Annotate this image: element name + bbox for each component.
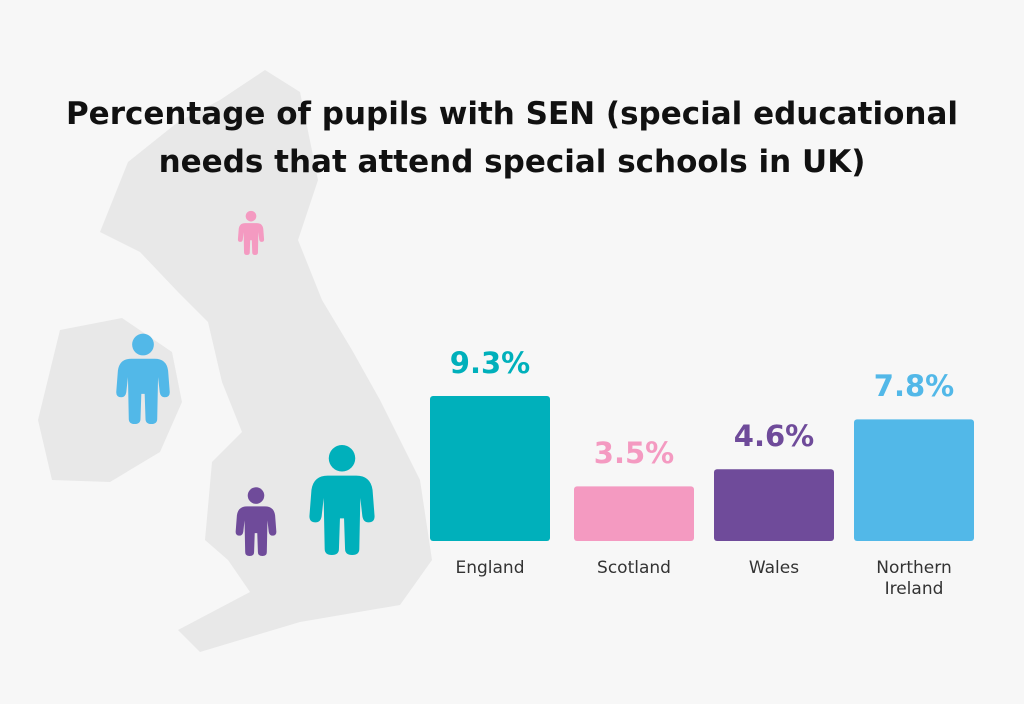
map-ireland [38, 318, 182, 482]
chart-title: Percentage of pupils with SEN (special e… [65, 96, 959, 180]
bar [574, 486, 694, 541]
category-label: England [455, 558, 525, 578]
category-label: Northern Ireland [876, 558, 952, 599]
value-label: 3.5% [593, 436, 675, 471]
bar [714, 469, 834, 541]
value-label: 7.8% [873, 369, 955, 404]
category-label: Scotland [597, 558, 671, 578]
value-label: 4.6% [733, 419, 815, 454]
value-label: 9.3% [449, 346, 531, 380]
bar [430, 396, 550, 541]
bar [854, 419, 974, 541]
category-label: Wales [748, 558, 800, 578]
